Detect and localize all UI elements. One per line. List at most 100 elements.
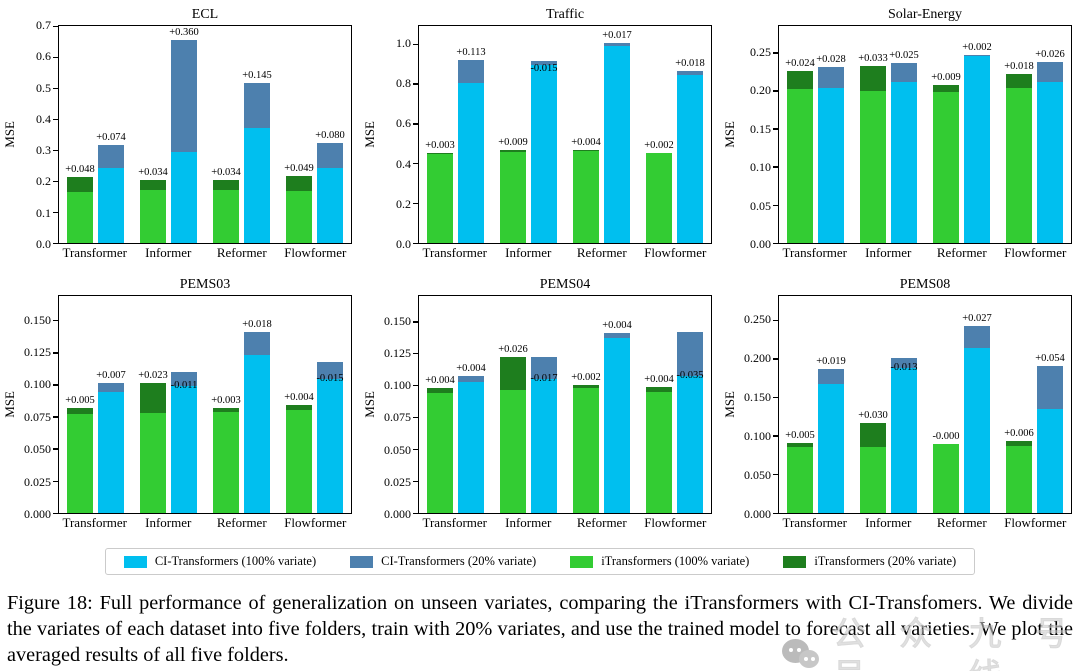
delta-annotation: +0.009 <box>931 72 961 84</box>
ci-transformers-bar-light-segment <box>531 378 557 513</box>
x-tick-label: Flowformer <box>644 245 707 260</box>
itransformers-bar: +0.033 <box>858 53 888 243</box>
y-tick-mark <box>53 480 58 482</box>
y-tick-label: 1.0 <box>396 36 411 51</box>
y-tick-mark <box>773 358 778 360</box>
ci-transformers-bar: +0.145 <box>242 70 272 243</box>
itransformers-bar-light-segment <box>140 190 166 243</box>
x-tick-label: Informer <box>865 245 912 260</box>
itransformers-bar-light-segment <box>933 444 959 513</box>
bar-group-flowformer: +0.006 +0.054 <box>998 296 1071 513</box>
delta-annotation: +0.030 <box>858 410 888 422</box>
y-tick-label: 0.025 <box>24 474 51 489</box>
y-tick-mark <box>413 123 418 125</box>
itransformers-bar-light-segment <box>286 190 312 243</box>
itransformers-bar: +0.009 <box>931 72 961 243</box>
delta-annotation: +0.004 <box>602 320 632 332</box>
itransformers-bar: +0.048 <box>65 164 95 243</box>
delta-annotation: -0.035 <box>676 370 704 382</box>
y-tick-mark <box>413 480 418 483</box>
x-axis-labels: Transformer Informer Reformer Flowformer <box>58 244 352 264</box>
y-tick-mark <box>413 43 418 45</box>
ci-transformers-bar: -0.015 <box>316 361 344 513</box>
bar-group-transformer: +0.004 +0.004 <box>419 296 492 513</box>
x-tick-label: Flowformer <box>1004 515 1067 530</box>
x-tick-label: Transformer <box>62 245 127 260</box>
delta-annotation: -0.013 <box>890 361 918 373</box>
y-tick-label: 0.000 <box>384 507 411 521</box>
y-tick-label: 0.0 <box>36 237 51 251</box>
ci-transformers-bar: +0.004 <box>456 363 486 513</box>
ci-transformers-bar-light-segment <box>317 167 343 243</box>
y-tick-label: 0.025 <box>384 474 411 489</box>
bar-group-transformer: +0.005 +0.019 <box>779 296 852 513</box>
x-tick-label: Transformer <box>782 515 847 530</box>
delta-annotation: +0.360 <box>169 26 199 38</box>
ci-transformers-bar-light-segment <box>818 384 844 513</box>
x-axis-labels: Transformer Informer Reformer Flowformer <box>778 514 1072 534</box>
y-tick-label: 0.7 <box>36 18 51 32</box>
legend-item: iTransformers (100% variate) <box>570 554 749 569</box>
x-tick-label: Reformer <box>576 515 627 530</box>
y-tick-mark <box>773 204 778 206</box>
itransformers-bar-light-segment <box>573 387 599 513</box>
y-tick-mark <box>53 87 58 89</box>
delta-annotation: +0.034 <box>211 166 241 178</box>
x-tick-label: Informer <box>505 245 552 260</box>
plot-row: MSE 0.0 0.2 0.4 0.6 0.8 1.0 +0.003 +0.113 +0.009 -… <box>362 25 712 251</box>
x-tick-label: Informer <box>145 245 192 260</box>
ci-transformers-bar-light-segment <box>171 385 197 513</box>
y-tick-mark <box>53 180 58 183</box>
ci-transformers-bar: +0.025 <box>889 50 919 243</box>
delta-annotation: -0.015 <box>530 62 558 74</box>
delta-annotation: +0.023 <box>138 370 168 382</box>
delta-annotation: +0.113 <box>456 47 486 59</box>
x-tick-label: Reformer <box>936 245 987 260</box>
y-tick-label: 0.075 <box>384 410 411 425</box>
y-tick-mark <box>773 242 778 244</box>
y-tick-label: 0.000 <box>744 507 771 521</box>
ci-transformers-bar: +0.018 <box>675 58 705 243</box>
y-axis-label-col: MSE <box>722 295 738 514</box>
y-tick-label: 0.125 <box>384 345 411 360</box>
itransformers-bar: +0.030 <box>858 410 888 513</box>
delta-annotation: -0.011 <box>170 379 198 391</box>
y-axis-label: MSE <box>362 121 377 148</box>
delta-annotation: +0.033 <box>858 52 888 64</box>
y-axis: 0.000 0.025 0.050 0.075 0.100 0.125 0.150 <box>18 295 58 521</box>
y-tick-label: 0.6 <box>36 49 51 64</box>
legend-wrap: CI-Transformers (100% variate) CI-Transfo… <box>0 548 1080 575</box>
chart-title: PEMS04 <box>539 277 591 292</box>
legend-swatch <box>123 555 147 568</box>
bar-group-transformer: +0.048 +0.074 <box>59 26 132 243</box>
itransformers-bar: +0.034 <box>211 167 241 243</box>
y-tick-mark <box>773 128 778 130</box>
y-tick-mark <box>413 512 418 514</box>
y-tick-label: 0.00 <box>750 237 771 251</box>
y-tick-label: 0.150 <box>744 390 771 405</box>
itransformers-bar: +0.004 <box>284 392 314 513</box>
plot-area: +0.003 +0.113 +0.009 -0.015 +0.004 +0.017 +0.0… <box>413 25 712 244</box>
itransformers-bar-light-segment <box>1006 87 1032 243</box>
delta-annotation: +0.018 <box>242 318 272 330</box>
itransformers-bar: +0.002 <box>644 140 674 243</box>
ci-transformers-bar-light-segment <box>98 167 124 243</box>
x-tick-label: Informer <box>865 515 912 530</box>
itransformers-bar: +0.009 <box>498 137 528 243</box>
y-tick-label: 0.05 <box>750 198 771 213</box>
delta-annotation: +0.004 <box>456 363 486 375</box>
y-axis-label-col: MSE <box>2 25 18 244</box>
y-axis: 0.000 0.025 0.050 0.075 0.100 0.125 0.150 <box>378 295 418 521</box>
delta-annotation: +0.049 <box>284 162 314 174</box>
delta-annotation: +0.004 <box>571 137 601 149</box>
y-tick-label: 0.8 <box>396 76 411 91</box>
x-axis-labels: Transformer Informer Reformer Flowformer <box>778 244 1072 264</box>
itransformers-bar-light-segment <box>286 410 312 513</box>
x-tick-label: Transformer <box>422 245 487 260</box>
ci-transformers-bar: +0.017 <box>602 30 632 243</box>
y-axis: 0.0 0.2 0.4 0.6 0.8 1.0 <box>378 25 418 251</box>
itransformers-bar: +0.023 <box>138 370 168 513</box>
itransformers-bar: +0.004 <box>425 375 455 513</box>
itransformers-bar-light-segment <box>787 89 813 243</box>
ci-transformers-bar-light-segment <box>171 151 197 243</box>
